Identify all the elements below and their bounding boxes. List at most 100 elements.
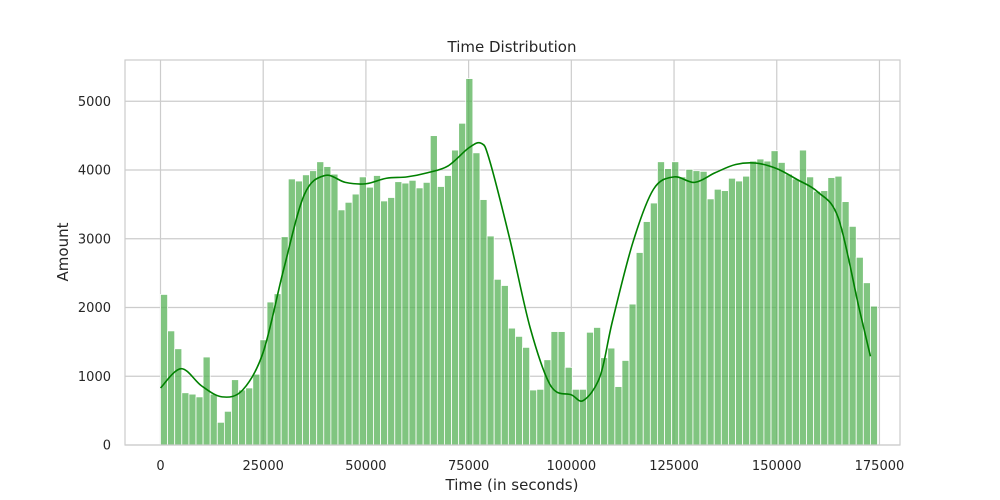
- histogram-bar: [500, 285, 509, 446]
- y-tick-label: 3000: [78, 232, 111, 247]
- histogram-bar: [337, 209, 346, 446]
- histogram-bar: [309, 170, 318, 446]
- y-axis-ticks: 0 1000 2000 3000 4000 5000: [78, 95, 111, 454]
- histogram-bar: [231, 379, 239, 446]
- y-axis-label: Amount: [54, 222, 72, 281]
- histogram-bar: [522, 346, 531, 446]
- histogram-bar: [586, 331, 594, 446]
- histogram-bar: [188, 393, 197, 446]
- histogram-bar: [415, 187, 424, 446]
- histogram-bar: [557, 331, 566, 446]
- histogram-bar: [756, 158, 765, 446]
- histogram-bars: [160, 78, 878, 446]
- histogram-bar: [174, 348, 183, 446]
- histogram-bar: [536, 388, 545, 446]
- histogram-bar: [614, 386, 623, 446]
- histogram-bar: [302, 174, 310, 446]
- histogram-bar: [493, 278, 502, 446]
- histogram-bar: [749, 160, 758, 446]
- histogram-bar: [458, 122, 467, 446]
- histogram-bar: [628, 303, 637, 446]
- histogram-bar: [209, 393, 218, 446]
- histogram-bar: [408, 179, 417, 446]
- histogram-bar: [422, 181, 431, 446]
- histogram-bar: [777, 162, 786, 446]
- histogram-bar: [735, 180, 744, 446]
- histogram-bar: [848, 225, 857, 446]
- histogram-bar: [855, 256, 864, 446]
- histogram-bar: [820, 190, 829, 446]
- histogram-bar: [387, 197, 396, 446]
- x-tick-label: 75000: [448, 459, 489, 474]
- histogram-bar: [706, 198, 715, 446]
- x-tick-label: 100000: [547, 459, 597, 474]
- histogram-bar: [678, 176, 687, 446]
- histogram-bar: [635, 252, 644, 446]
- histogram-bar: [770, 150, 779, 446]
- histogram-bar: [657, 161, 665, 446]
- histogram-bar: [330, 173, 339, 446]
- histogram-bar: [699, 170, 708, 446]
- kde-curve-group: [159, 141, 872, 402]
- histogram-bar: [287, 178, 296, 446]
- histogram-bar: [380, 200, 389, 446]
- histogram-bar: [167, 330, 176, 446]
- histogram-bar: [444, 175, 452, 446]
- histogram-bar: [671, 161, 680, 446]
- histogram-bar: [160, 294, 168, 446]
- histogram-bar: [181, 392, 190, 446]
- histogram-bar: [451, 149, 460, 446]
- histogram-bar: [763, 160, 772, 446]
- histogram-bar: [195, 396, 204, 446]
- histogram-bar: [216, 421, 225, 446]
- histogram-bar: [649, 202, 658, 446]
- histogram-bar: [742, 175, 751, 446]
- histogram-bar: [323, 166, 332, 446]
- y-tick-label: 0: [103, 439, 111, 454]
- histogram-bar: [351, 193, 360, 446]
- histogram-bar: [273, 293, 282, 446]
- histogram-bar: [578, 388, 587, 446]
- x-tick-label: 125000: [649, 459, 699, 474]
- histogram-bar: [472, 152, 481, 446]
- histogram-bar: [664, 168, 673, 446]
- histogram-bar: [806, 176, 815, 446]
- y-tick-label: 1000: [78, 370, 111, 385]
- histogram-bar: [358, 176, 367, 446]
- histogram-bar: [870, 305, 878, 446]
- histogram-bar: [728, 177, 736, 446]
- x-axis-label: Time (in seconds): [445, 476, 579, 494]
- histogram-bar: [642, 221, 651, 446]
- histogram-bar: [436, 186, 445, 446]
- histogram-bar: [685, 168, 694, 446]
- histogram-bar: [365, 186, 374, 446]
- histogram-bar: [479, 199, 488, 446]
- histogram-bar: [720, 190, 729, 446]
- x-tick-label: 50000: [345, 459, 386, 474]
- histogram-bar: [507, 327, 516, 446]
- histogram-bar: [713, 188, 722, 446]
- histogram-bar: [564, 366, 573, 446]
- histogram-bar: [784, 173, 793, 446]
- histogram-bar: [529, 389, 538, 446]
- histogram-bar: [245, 387, 254, 446]
- histogram-bar: [401, 182, 410, 446]
- y-tick-label: 4000: [78, 164, 111, 179]
- y-tick-label: 5000: [78, 95, 111, 110]
- histogram-bar: [799, 149, 807, 446]
- histogram-bar: [373, 175, 381, 446]
- x-tick-label: 0: [156, 459, 164, 474]
- histogram-bar: [593, 327, 602, 446]
- histogram-bar: [429, 135, 438, 446]
- histogram-bar: [515, 335, 523, 446]
- x-axis-ticks: 0 25000 50000 75000 100000 125000 150000 175000: [156, 459, 904, 474]
- histogram-bar: [607, 347, 616, 446]
- histogram-bar: [827, 177, 836, 446]
- histogram-bar: [394, 181, 403, 446]
- histogram-bar: [259, 339, 268, 446]
- histogram-bar: [238, 389, 247, 446]
- histogram-bar: [862, 282, 871, 446]
- y-tick-label: 2000: [78, 301, 111, 316]
- histogram-bar: [465, 78, 474, 446]
- kde-curve: [159, 141, 872, 402]
